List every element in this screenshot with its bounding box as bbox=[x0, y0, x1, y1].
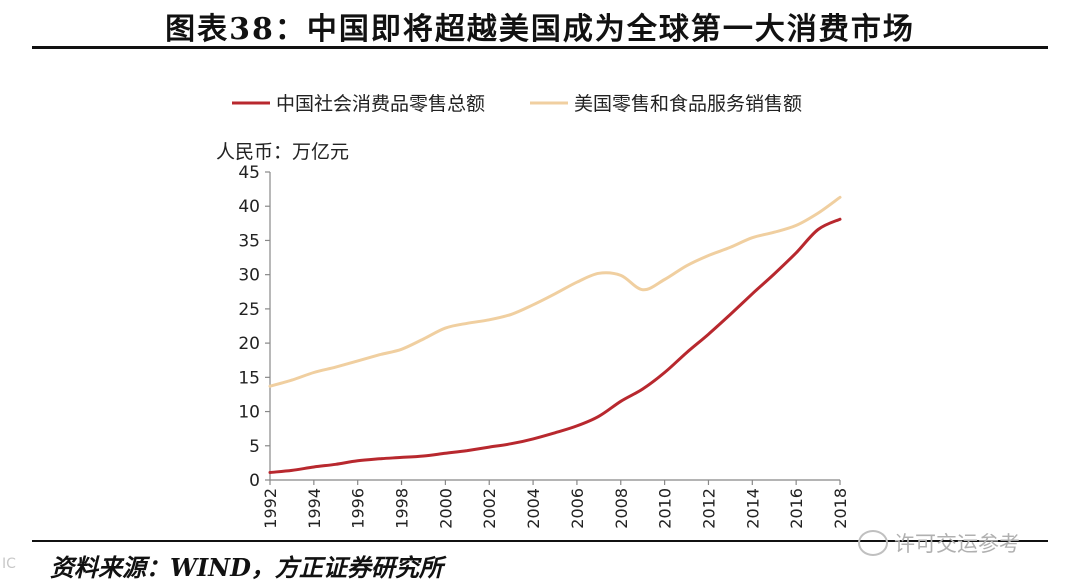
x-tick-label: 2008 bbox=[612, 488, 631, 529]
source-note: 资料来源：WIND，方正证券研究所 bbox=[50, 553, 443, 582]
x-tick-label: 2002 bbox=[480, 488, 499, 529]
x-tick-label: 1992 bbox=[261, 488, 280, 529]
y-tick-label: 40 bbox=[238, 197, 260, 217]
x-tick-label: 2006 bbox=[568, 488, 587, 529]
title-rule bbox=[32, 46, 1048, 49]
corner-watermark: IC bbox=[2, 556, 16, 572]
x-tick-label: 1994 bbox=[305, 488, 324, 529]
y-tick-label: 15 bbox=[238, 368, 260, 388]
y-axis: 0 5 10 15 20 25 30 35 40 45 bbox=[238, 163, 271, 491]
series-line-china-retail bbox=[268, 217, 842, 474]
source-rule bbox=[32, 540, 1048, 542]
line-chart: 中国社会消费品零售总额 美国零售和食品服务销售额 人民币：万亿元 0 5 10 15 20… bbox=[216, 93, 850, 529]
y-tick-label: 35 bbox=[238, 231, 260, 251]
x-tick-label: 2016 bbox=[787, 488, 806, 529]
legend-label: 美国零售和食品服务销售额 bbox=[574, 93, 802, 115]
watermark: 许可交运参考 bbox=[858, 528, 1020, 558]
x-tick-label: 2004 bbox=[524, 488, 543, 529]
x-tick-label: 1998 bbox=[393, 488, 412, 529]
x-tick-label: 2014 bbox=[743, 488, 762, 529]
x-tick-label: 1996 bbox=[349, 488, 368, 529]
y-tick-label: 25 bbox=[238, 300, 260, 320]
legend-label: 中国社会消费品零售总额 bbox=[276, 93, 485, 115]
y-tick-label: 45 bbox=[238, 163, 260, 183]
chart-legend: 中国社会消费品零售总额 美国零售和食品服务销售额 bbox=[232, 93, 802, 115]
series-lines bbox=[268, 195, 842, 474]
y-tick-label: 30 bbox=[238, 266, 260, 286]
watermark-text: 许可交运参考 bbox=[894, 532, 1020, 556]
y-tick-label: 0 bbox=[249, 471, 260, 491]
x-axis: 1992 1994 1996 1998 2000 2002 2004 2006 2008 2010… bbox=[261, 479, 850, 529]
y-tick-label: 10 bbox=[238, 403, 260, 423]
series-line-us-retail bbox=[268, 195, 842, 388]
y-tick-label: 5 bbox=[249, 437, 260, 457]
x-tick-label: 2018 bbox=[831, 488, 850, 529]
y-tick-label: 20 bbox=[238, 334, 260, 354]
wechat-icon bbox=[858, 530, 888, 556]
x-tick-label: 2000 bbox=[436, 488, 455, 529]
x-tick-label: 2010 bbox=[656, 488, 675, 529]
figure-title: 图表38：中国即将超越美国成为全球第一大消费市场 bbox=[165, 12, 915, 47]
y-axis-label: 人民币：万亿元 bbox=[216, 141, 349, 163]
x-tick-label: 2012 bbox=[699, 488, 718, 529]
